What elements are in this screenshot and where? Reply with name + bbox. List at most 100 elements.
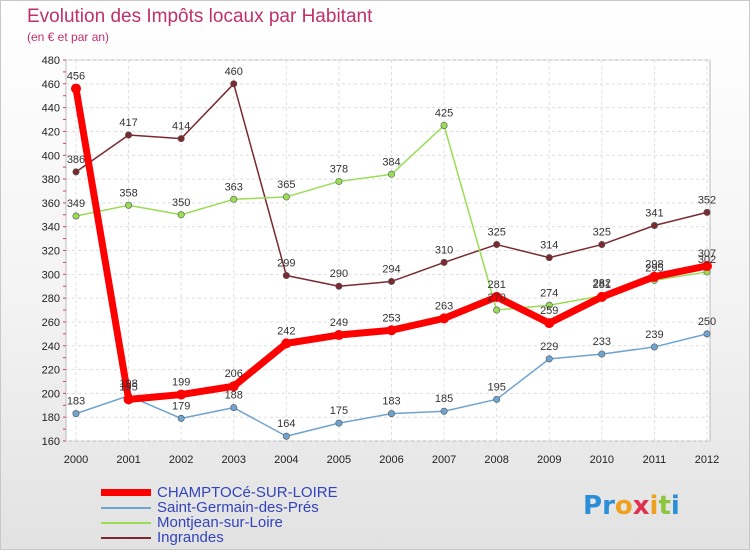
data-label: 384: [382, 156, 400, 168]
x-tick-label: 2011: [643, 454, 667, 466]
data-point: [230, 80, 238, 88]
data-point: [177, 414, 185, 422]
y-tick-label: 440: [42, 103, 60, 115]
y-tick-label: 460: [42, 79, 60, 91]
data-point: [493, 395, 501, 403]
legend-swatch: [101, 521, 151, 524]
data-label: 229: [540, 341, 558, 353]
data-label: 290: [330, 268, 348, 280]
chart-title: Evolution des Impôts locaux par Habitant: [27, 6, 373, 27]
data-point: [598, 241, 606, 249]
data-point: [493, 306, 501, 314]
data-label: 183: [67, 396, 85, 408]
data-label: 350: [172, 197, 190, 209]
data-label: 242: [277, 325, 295, 337]
data-point: [440, 121, 448, 129]
y-tick-label: 320: [42, 246, 60, 258]
x-tick-label: 2006: [379, 454, 403, 466]
data-point: [703, 330, 711, 338]
logo-letter: i: [670, 491, 680, 521]
data-label: 341: [645, 207, 663, 219]
data-point: [650, 343, 658, 351]
legend-label: Montjean-sur-Loire: [157, 514, 283, 531]
logo-letter: o: [614, 491, 633, 521]
data-point: [125, 201, 133, 209]
data-point: [335, 419, 343, 427]
legend-item: Saint-Germain-des-Prés: [101, 500, 338, 515]
data-label: 456: [67, 71, 85, 83]
y-tick-label: 200: [42, 388, 60, 400]
data-point: [440, 258, 448, 266]
proxiti-logo: Proxiti: [583, 491, 680, 521]
data-label: 325: [593, 227, 611, 239]
legend-swatch: [101, 536, 151, 539]
x-tick-label: 2012: [695, 454, 719, 466]
y-tick-label: 380: [42, 174, 60, 186]
data-label: 314: [540, 240, 558, 252]
data-label: 460: [225, 66, 243, 78]
legend-label: CHAMPTOCé-SUR-LOIRE: [157, 484, 338, 501]
data-point: [387, 277, 395, 285]
data-label: 199: [172, 377, 190, 389]
data-point: [228, 381, 239, 392]
data-point: [230, 404, 238, 412]
data-label: 299: [277, 258, 295, 270]
data-point: [123, 394, 134, 405]
x-tick-label: 2002: [169, 454, 193, 466]
data-label: 302: [698, 254, 716, 266]
legend-swatch: [101, 506, 151, 509]
series-layer: [71, 80, 712, 440]
y-tick-label: 240: [42, 341, 60, 353]
data-label: 253: [382, 312, 400, 324]
data-label: 386: [67, 154, 85, 166]
legend-item: Montjean-sur-Loire: [101, 515, 338, 530]
data-point: [439, 313, 450, 324]
data-point: [335, 282, 343, 290]
logo-letter: P: [583, 491, 603, 521]
logo-letter: t: [658, 491, 671, 521]
data-point: [598, 350, 606, 358]
data-label: 365: [277, 179, 295, 191]
data-label: 198: [119, 378, 137, 390]
data-label: 417: [119, 117, 137, 129]
data-point: [544, 318, 555, 329]
data-label: 164: [277, 418, 295, 430]
data-label: 414: [172, 121, 190, 133]
x-tick-label: 2003: [222, 454, 246, 466]
data-point: [703, 208, 711, 216]
data-label: 282: [593, 278, 611, 290]
grid-layer: [65, 59, 711, 442]
data-label: 281: [487, 279, 505, 291]
data-point: [281, 338, 292, 349]
data-label: 294: [382, 263, 400, 275]
data-label: 310: [435, 244, 453, 256]
legend: CHAMPTOCé-SUR-LOIRE Saint-Germain-des-Pré…: [101, 485, 338, 545]
x-tick-label: 2007: [432, 454, 456, 466]
data-point: [545, 355, 553, 363]
data-point: [440, 407, 448, 415]
data-label: 206: [225, 368, 243, 380]
data-label: 274: [540, 287, 558, 299]
data-label: 263: [435, 300, 453, 312]
data-point: [71, 83, 81, 94]
data-label: 358: [119, 187, 137, 199]
data-label: 239: [645, 329, 663, 341]
data-label: 352: [698, 194, 716, 206]
data-label: 188: [225, 390, 243, 402]
line-chart: 160 180 200 220 240 260 280 300 320 340 360 380 400 4…: [42, 55, 720, 466]
data-label: 281: [593, 279, 611, 291]
y-tick-label: 360: [42, 198, 60, 210]
data-label: 233: [593, 336, 611, 348]
data-label: 175: [330, 405, 348, 417]
data-label: 259: [540, 305, 558, 317]
y-tick-label: 400: [42, 150, 60, 162]
x-tick-label: 2008: [484, 454, 508, 466]
data-point: [335, 177, 343, 185]
legend-label: Ingrandes: [157, 529, 224, 546]
logo-letter: r: [602, 491, 615, 521]
data-point: [282, 272, 290, 280]
data-point: [176, 389, 187, 400]
data-point: [596, 291, 607, 302]
data-label: 325: [487, 227, 505, 239]
y-tick-label: 420: [42, 126, 60, 138]
